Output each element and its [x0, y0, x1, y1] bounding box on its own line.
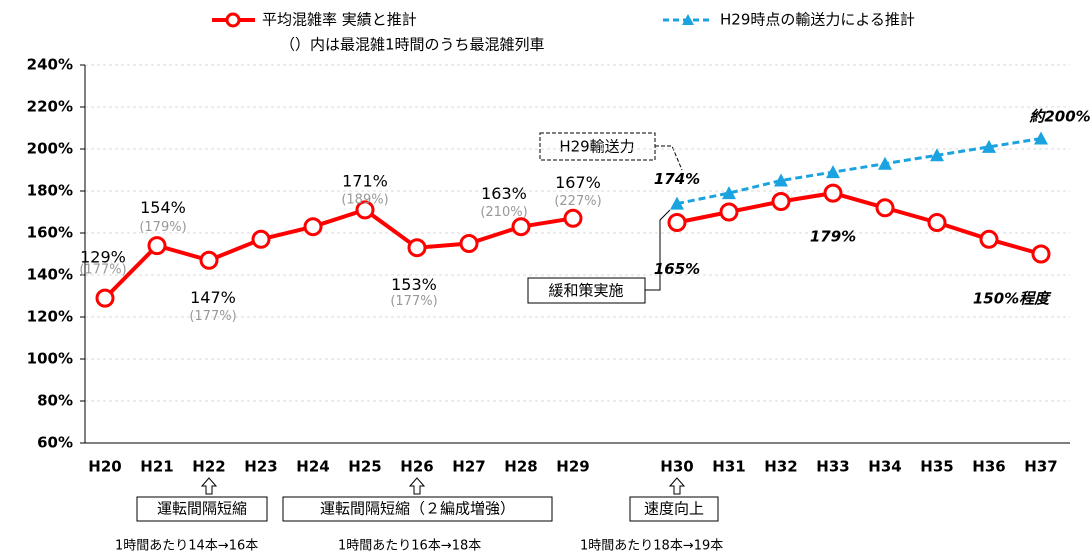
x-tick-label: H30 — [660, 458, 693, 476]
event-box — [136, 496, 268, 522]
point — [771, 192, 791, 211]
point — [407, 238, 427, 258]
y-tick-label: 180% — [27, 182, 73, 200]
x-tick-label: H24 — [296, 458, 329, 476]
data-sublabel: (177%) — [390, 294, 437, 309]
point — [355, 200, 375, 220]
event-note: 1時間あたり18本→19本 — [580, 539, 723, 554]
x-tick-label: H21 — [140, 458, 173, 476]
point — [982, 139, 996, 153]
data-sublabel: (177%) — [79, 263, 126, 278]
y-tick-label: 140% — [27, 266, 73, 284]
data-sublabel: (189%) — [341, 192, 388, 207]
event-note: 1時間あたり16本→18本 — [338, 539, 481, 554]
legend-marker — [682, 14, 694, 25]
point — [1031, 244, 1051, 264]
data-label: 171% — [342, 171, 388, 190]
x-tick-label: H25 — [348, 458, 381, 476]
y-tick-label: 160% — [27, 224, 73, 242]
point — [511, 217, 531, 237]
y-tick-label: 100% — [27, 350, 73, 368]
y-tick-label: 200% — [27, 140, 73, 158]
data-label: 154% — [140, 198, 186, 217]
event-arrow — [200, 477, 218, 495]
x-tick-label: H31 — [712, 458, 745, 476]
legend-label: 平均混雑率 実績と推計 — [262, 11, 417, 29]
point — [927, 213, 947, 232]
series-line — [103, 207, 574, 300]
x-tick-label: H26 — [400, 458, 433, 476]
point — [774, 173, 788, 187]
y-tick-label: 120% — [27, 308, 73, 326]
point — [251, 229, 271, 249]
y-tick-label: 240% — [27, 56, 73, 74]
point — [719, 202, 739, 222]
y-tick-label: 220% — [27, 98, 73, 116]
point — [670, 196, 684, 210]
point — [878, 156, 892, 170]
callout-line — [645, 209, 671, 291]
x-tick-label: H36 — [972, 458, 1005, 476]
callout-box — [527, 277, 646, 304]
point — [826, 165, 840, 179]
event-label: 速度向上 — [644, 500, 704, 518]
x-tick-label: H28 — [504, 458, 537, 476]
callout-line — [655, 145, 683, 171]
data-sublabel: (210%) — [480, 205, 527, 220]
x-tick-label: H32 — [764, 458, 797, 476]
legend-label: H29時点の輸送力による推計 — [720, 11, 915, 29]
x-tick-label: H34 — [868, 458, 901, 476]
x-tick-label: H37 — [1024, 458, 1057, 476]
event-arrow — [408, 477, 426, 495]
x-tick-label: H29 — [556, 458, 589, 476]
point — [722, 186, 736, 200]
data-label: 165% — [654, 260, 700, 278]
data-sublabel: (177%) — [189, 309, 236, 324]
event-box — [282, 496, 553, 522]
legend-note: （）内は最混雑1時間のうち最混雑列車 — [280, 36, 545, 54]
callout-text: H29輸送力 — [559, 138, 634, 156]
y-tick-label: 60% — [37, 434, 73, 452]
x-tick-label: H33 — [816, 458, 849, 476]
point — [667, 213, 687, 232]
event-label: 運転間隔短縮 — [157, 500, 247, 518]
point — [147, 236, 167, 256]
annotation: 約200% — [1028, 108, 1090, 126]
point — [823, 183, 843, 203]
event-arrow — [668, 477, 686, 495]
data-sublabel: (179%) — [139, 220, 186, 235]
event-label: 運転間隔短縮（２編成増強） — [320, 500, 515, 518]
series-line — [676, 137, 1042, 206]
event-box — [629, 496, 719, 522]
callout-text: 緩和策実施 — [548, 282, 623, 300]
data-label: 179% — [810, 228, 856, 246]
point — [563, 208, 583, 228]
data-label: 129% — [80, 248, 126, 267]
event-note: 1時間あたり14本→16本 — [115, 539, 258, 554]
data-label: 153% — [391, 275, 437, 294]
point — [1034, 131, 1048, 145]
data-sublabel: (227%) — [554, 194, 601, 209]
x-tick-label: H20 — [88, 458, 121, 476]
data-label: 174% — [654, 170, 700, 188]
data-label: 150%程度 — [973, 290, 1052, 308]
legend-marker — [225, 12, 241, 28]
point — [95, 288, 115, 308]
data-label: 163% — [481, 184, 527, 203]
x-tick-label: H35 — [920, 458, 953, 476]
x-tick-label: H22 — [192, 458, 225, 476]
point — [459, 234, 479, 253]
point — [303, 217, 323, 237]
y-tick-label: 80% — [37, 392, 73, 410]
data-label: 167% — [555, 173, 601, 192]
x-tick-label: H23 — [244, 458, 277, 476]
point — [930, 148, 944, 162]
point — [199, 250, 219, 270]
point — [979, 229, 999, 249]
x-tick-label: H27 — [452, 458, 485, 476]
point — [875, 198, 895, 218]
data-label: 147% — [190, 288, 236, 307]
